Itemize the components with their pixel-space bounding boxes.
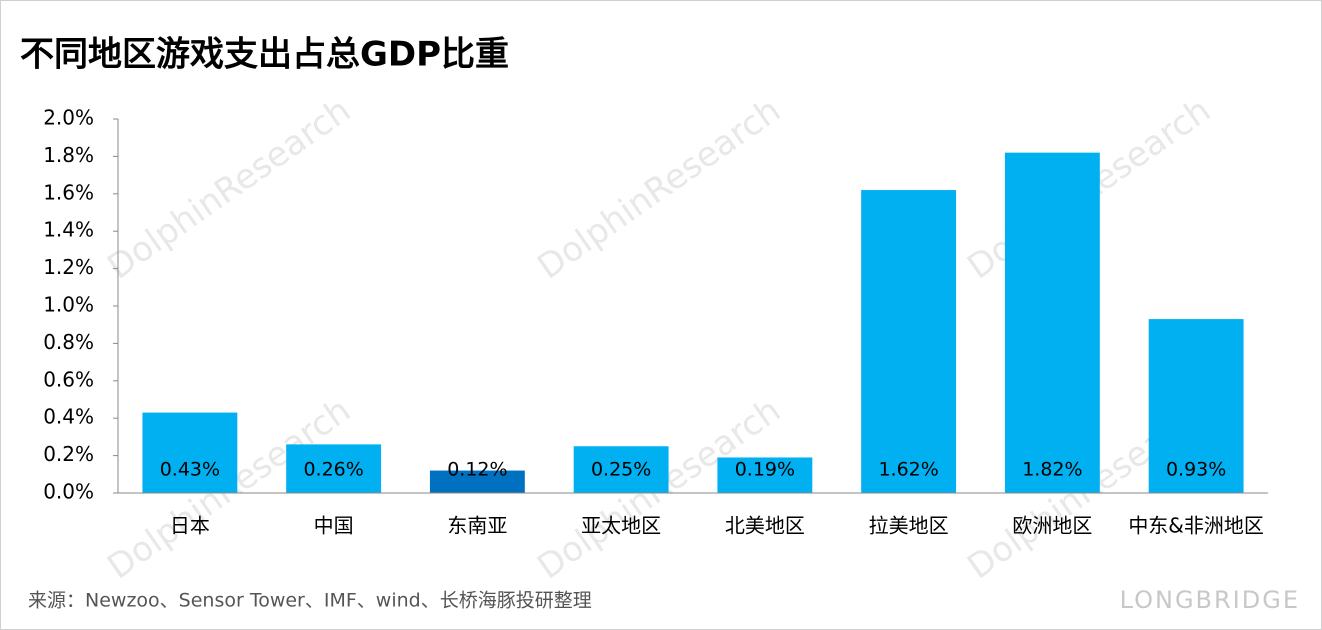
data-label: 0.93% [1166, 459, 1226, 481]
y-tick-label: 0.2% [43, 442, 94, 466]
y-tick-label: 0.0% [43, 480, 94, 504]
data-label: 0.26% [303, 459, 363, 481]
bar [142, 412, 238, 493]
source-note: 来源：Newzoo、Sensor Tower、IMF、wind、长桥海豚投研整理 [28, 590, 592, 612]
y-tick-label: 1.6% [43, 180, 94, 204]
bar [286, 444, 382, 493]
y-tick-label: 1.4% [43, 218, 94, 242]
x-tick-label: 中国 [314, 514, 354, 538]
bar [429, 470, 525, 493]
x-tick-label: 拉美地区 [869, 514, 949, 538]
chart-title: 不同地区游戏支出占总GDP比重 [20, 35, 509, 75]
data-label: 1.82% [1022, 459, 1082, 481]
y-tick-label: 1.8% [43, 143, 94, 167]
x-tick-label: 亚太地区 [581, 514, 661, 538]
data-label: 0.43% [160, 459, 220, 481]
x-tick-label: 日本 [170, 514, 210, 538]
bar [1004, 152, 1100, 493]
x-tick-label: 东南亚 [447, 514, 507, 538]
y-tick-label: 1.2% [43, 255, 94, 279]
bar [573, 446, 669, 493]
x-tick-label: 中东&非洲地区 [1128, 514, 1264, 538]
y-tick-label: 0.6% [43, 367, 94, 391]
logo: LONGBRIDGE [1120, 586, 1300, 614]
x-tick-label: 欧洲地区 [1012, 514, 1092, 538]
bar [1148, 319, 1244, 493]
y-tick-label: 1.0% [43, 293, 94, 317]
bar [717, 457, 813, 493]
bar [861, 190, 957, 493]
data-label: 0.19% [735, 459, 795, 481]
x-tick-label: 北美地区 [725, 514, 805, 538]
y-tick-label: 2.0% [43, 106, 94, 130]
y-tick-label: 0.8% [43, 330, 94, 354]
y-tick-label: 0.4% [43, 405, 94, 429]
data-label: 0.25% [591, 459, 651, 481]
data-label: 1.62% [878, 459, 938, 481]
data-label: 0.12% [447, 459, 507, 481]
